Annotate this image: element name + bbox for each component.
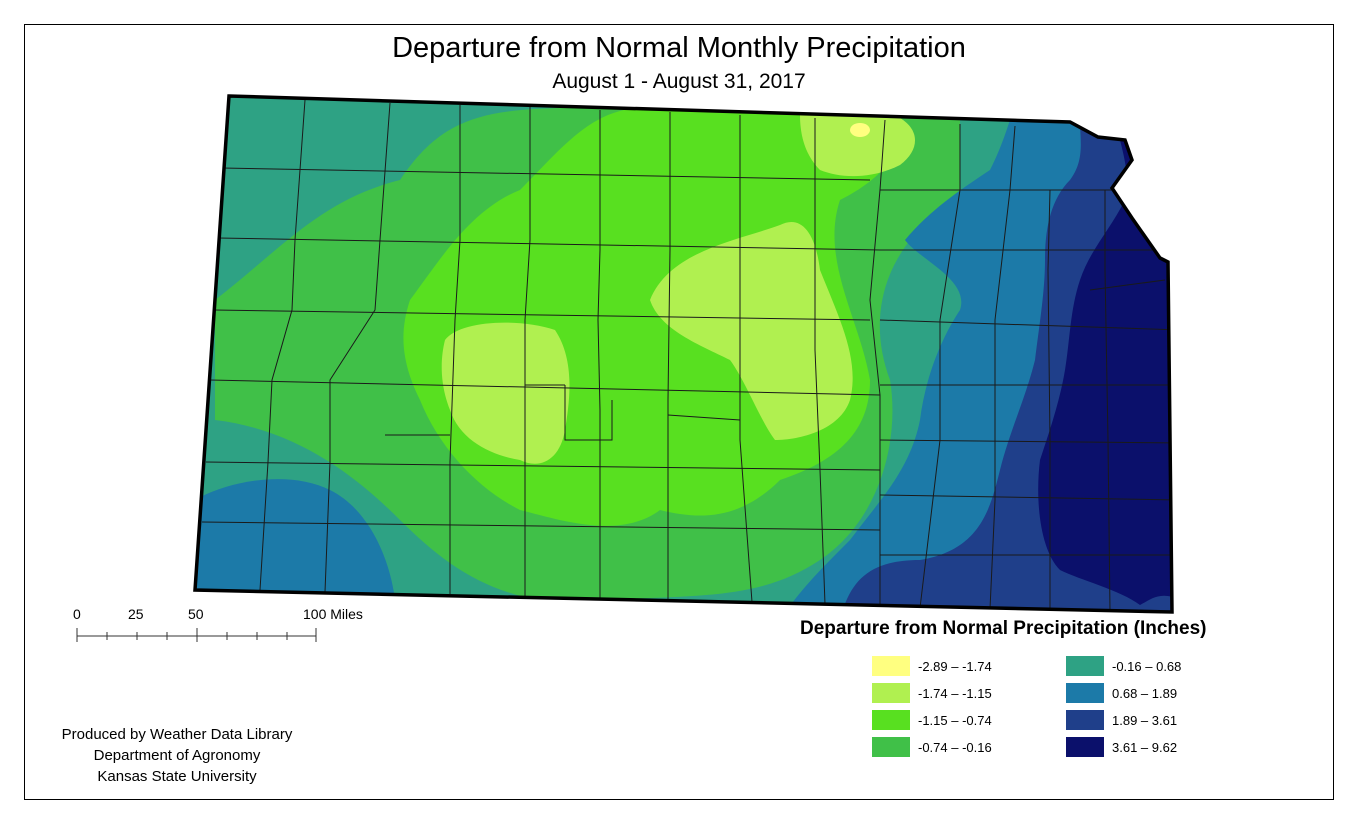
map-frame bbox=[24, 24, 1334, 800]
zone-068-189-southwest bbox=[195, 479, 395, 600]
legend-item: -0.74 – -0.16 bbox=[872, 737, 992, 757]
scale-label-50: 50 bbox=[188, 606, 204, 622]
legend-label: -1.74 – -1.15 bbox=[918, 685, 992, 701]
legend-swatch bbox=[872, 683, 910, 703]
legend-item: -1.15 – -0.74 bbox=[872, 710, 992, 730]
legend-label: 1.89 – 3.61 bbox=[1112, 712, 1178, 728]
legend-swatch bbox=[1066, 710, 1104, 730]
credit-line-1: Produced by Weather Data Library bbox=[61, 726, 293, 743]
zone-neg174-neg115-west bbox=[441, 322, 570, 464]
zone-neg174-neg115-north bbox=[800, 115, 915, 177]
precipitation-contours bbox=[195, 96, 1172, 612]
legend-item: -1.74 – -1.15 bbox=[872, 683, 992, 703]
scale-label-25: 25 bbox=[128, 606, 144, 622]
scale-label-100: 100 Miles bbox=[303, 606, 363, 622]
legend-item: 3.61 – 9.62 bbox=[1066, 737, 1177, 757]
legend-item: 1.89 – 3.61 bbox=[1066, 710, 1177, 730]
credit-line-2: Department of Agronomy bbox=[93, 747, 261, 764]
legend-title: Departure from Normal Precipitation (Inc… bbox=[800, 618, 1207, 639]
legend-label: 0.68 – 1.89 bbox=[1112, 685, 1178, 701]
legend-item: -0.16 – 0.68 bbox=[1066, 656, 1181, 676]
legend-label: 3.61 – 9.62 bbox=[1112, 739, 1178, 755]
scale-bar bbox=[76, 628, 317, 642]
credit-line-3: Kansas State University bbox=[97, 768, 257, 785]
legend-swatch bbox=[1066, 683, 1104, 703]
zone-neg289-neg174 bbox=[850, 123, 870, 137]
zone-neg174-neg115-central bbox=[650, 222, 853, 440]
legend-item: 0.68 – 1.89 bbox=[1066, 683, 1177, 703]
legend-swatch bbox=[1066, 737, 1104, 757]
legend-swatch bbox=[872, 656, 910, 676]
map-subtitle: August 1 - August 31, 2017 bbox=[552, 70, 806, 93]
legend-swatch bbox=[872, 737, 910, 757]
legend-label: -0.74 – -0.16 bbox=[918, 739, 992, 755]
credit-block: Produced by Weather Data Library Departm… bbox=[36, 724, 318, 787]
legend-swatch bbox=[1066, 656, 1104, 676]
kansas-state-outline bbox=[193, 94, 1174, 614]
legend-label: -1.15 – -0.74 bbox=[918, 712, 992, 728]
legend-swatch bbox=[872, 710, 910, 730]
county-boundaries bbox=[201, 99, 1172, 612]
scale-label-0: 0 bbox=[73, 606, 81, 622]
legend-item: -2.89 – -1.74 bbox=[872, 656, 992, 676]
zone-361-962 bbox=[1038, 140, 1172, 605]
legend-label: -0.16 – 0.68 bbox=[1112, 658, 1182, 674]
map-title: Departure from Normal Monthly Precipitat… bbox=[392, 32, 966, 64]
legend-label: -2.89 – -1.74 bbox=[918, 658, 992, 674]
